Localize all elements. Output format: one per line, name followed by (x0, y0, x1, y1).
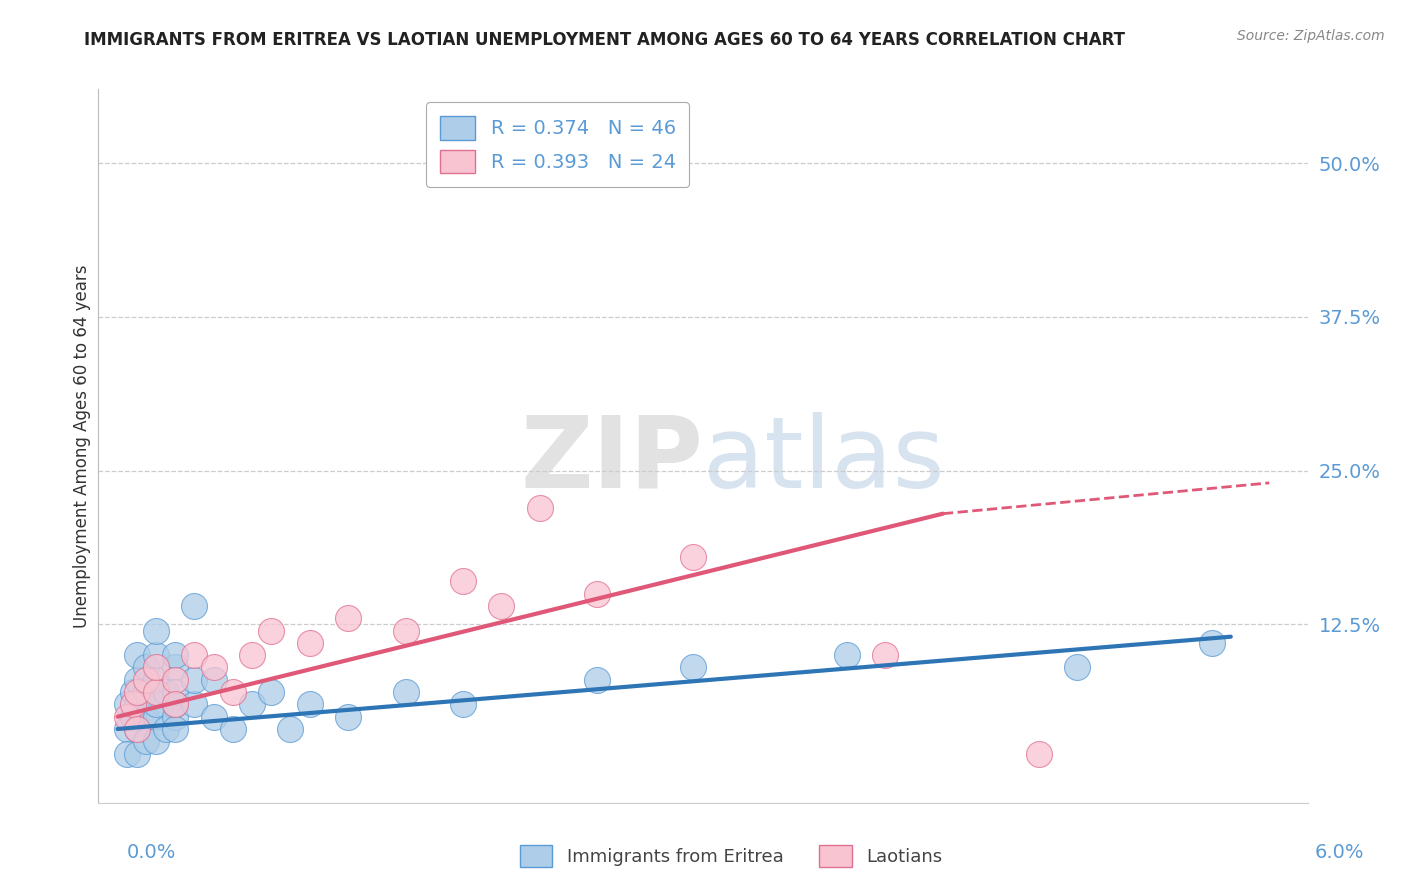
Point (280, 722, 302, 736)
Point (165, 698, 187, 712)
Point (122, 685, 145, 699)
Point (682, 549, 704, 564)
Point (451, 574, 474, 589)
Point (183, 673, 205, 687)
Point (336, 611, 359, 625)
Point (122, 709, 145, 723)
Point (451, 698, 474, 712)
Point (260, 685, 283, 699)
Point (125, 747, 148, 761)
Point (125, 722, 148, 736)
Text: Source: ZipAtlas.com: Source: ZipAtlas.com (1237, 29, 1385, 43)
Point (491, 599, 513, 613)
Point (115, 722, 138, 736)
Y-axis label: Unemployment Among Ages 60 to 64 years: Unemployment Among Ages 60 to 64 years (73, 264, 91, 628)
Point (586, 587, 609, 601)
Point (145, 660, 167, 674)
Point (260, 624, 283, 638)
Point (145, 685, 167, 699)
Point (165, 709, 187, 723)
Point (125, 685, 148, 699)
Point (155, 722, 177, 736)
Point (875, 648, 897, 662)
Text: 0.0%: 0.0% (127, 843, 176, 862)
Point (394, 685, 416, 699)
Point (145, 673, 167, 687)
Point (183, 648, 205, 662)
Point (155, 685, 177, 699)
Point (115, 747, 138, 761)
Point (394, 624, 416, 638)
Point (165, 673, 187, 687)
Text: 6.0%: 6.0% (1315, 843, 1364, 862)
Point (682, 660, 704, 674)
Point (135, 660, 157, 674)
Point (298, 698, 321, 712)
Point (145, 698, 167, 712)
Point (183, 599, 205, 613)
Point (125, 648, 148, 662)
Point (125, 722, 148, 736)
Point (125, 698, 148, 712)
Point (586, 673, 609, 687)
Point (165, 660, 187, 674)
Point (135, 673, 157, 687)
Point (1028, 747, 1050, 761)
Point (125, 673, 148, 687)
Text: IMMIGRANTS FROM ERITREA VS LAOTIAN UNEMPLOYMENT AMONG AGES 60 TO 64 YEARS CORREL: IMMIGRANTS FROM ERITREA VS LAOTIAN UNEMP… (84, 31, 1125, 49)
Point (135, 685, 157, 699)
Point (122, 698, 145, 712)
Point (183, 698, 205, 712)
Point (135, 709, 157, 723)
Point (135, 734, 157, 748)
Point (240, 698, 263, 712)
Point (298, 636, 321, 650)
Point (202, 660, 225, 674)
Point (529, 500, 551, 515)
Point (165, 722, 187, 736)
Text: ZIP: ZIP (520, 412, 703, 508)
Point (202, 673, 225, 687)
Text: atlas: atlas (703, 412, 945, 508)
Point (115, 709, 138, 723)
Point (145, 648, 167, 662)
Point (1201, 636, 1223, 650)
Point (222, 685, 245, 699)
Point (165, 685, 187, 699)
Point (336, 709, 359, 723)
Point (165, 698, 187, 712)
Point (145, 624, 167, 638)
Point (240, 648, 263, 662)
Point (145, 709, 167, 723)
Point (165, 648, 187, 662)
Point (222, 722, 245, 736)
Point (202, 709, 225, 723)
Legend: R = 0.374   N = 46, R = 0.393   N = 24: R = 0.374 N = 46, R = 0.393 N = 24 (426, 103, 689, 187)
Point (1066, 660, 1088, 674)
Legend: Immigrants from Eritrea, Laotians: Immigrants from Eritrea, Laotians (512, 838, 950, 874)
Point (115, 698, 138, 712)
Point (145, 734, 167, 748)
Point (835, 648, 858, 662)
